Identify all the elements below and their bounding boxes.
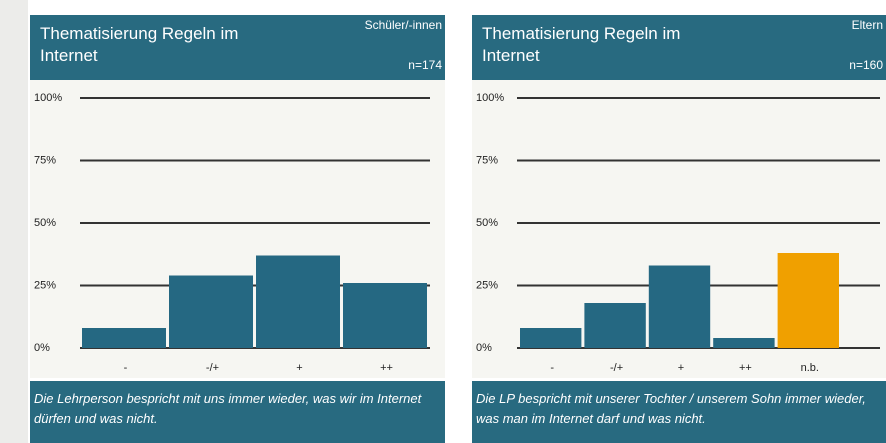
bar (82, 328, 166, 348)
y-tick-label: 25% (34, 279, 56, 291)
y-tick-label: 25% (476, 279, 498, 291)
x-tick-label: -/+ (610, 362, 623, 374)
x-tick-label: - (550, 362, 554, 374)
sample-size: n=160 (849, 58, 883, 72)
x-tick-label: + (678, 362, 684, 374)
group-label: Schüler/-innen (364, 18, 442, 32)
group-label: Eltern (851, 18, 883, 32)
caption: Die LP bespricht mit unserer Tochter / u… (472, 381, 886, 443)
y-tick-label: 50% (476, 217, 498, 229)
y-tick-label: 75% (476, 154, 498, 166)
edge (0, 0, 28, 443)
bar (584, 303, 646, 348)
x-tick-label: + (296, 362, 302, 374)
plot: 0%25%50%75%100%- -/+ + ++ (30, 80, 445, 378)
caption: Die Lehrperson bespricht mit uns immer w… (30, 381, 445, 443)
y-tick-label: 100% (476, 92, 504, 104)
x-tick-label: ++ (380, 362, 393, 374)
bar (713, 338, 775, 348)
y-tick-label: 50% (34, 217, 56, 229)
bar (777, 253, 839, 348)
y-tick-label: 100% (34, 92, 62, 104)
chart-header: Thematisierung Regeln im Internet Schüler… (30, 15, 445, 80)
y-tick-label: 75% (34, 154, 56, 166)
bar (648, 265, 711, 348)
x-tick-label: ++ (739, 362, 752, 374)
bar (520, 328, 582, 348)
chart-panel: Thematisierung Regeln im Internet Eltern n… (472, 15, 886, 443)
y-tick-label: 0% (476, 342, 492, 354)
plot: 0%25%50%75%100%- -/+ + ++ n.b. (472, 80, 886, 378)
x-tick-label: -/+ (206, 362, 219, 374)
bar (343, 283, 427, 348)
x-tick-label: n.b. (801, 362, 819, 374)
chart-header: Thematisierung Regeln im Internet Eltern n… (472, 15, 886, 80)
sample-size: n=174 (408, 58, 442, 72)
bar (169, 275, 253, 348)
chart-title: Thematisierung Regeln im Internet (482, 24, 681, 65)
bar (256, 255, 340, 348)
chart-panel: Thematisierung Regeln im Internet Schüler… (30, 15, 445, 443)
chart-title: Thematisierung Regeln im Internet (40, 24, 239, 65)
y-tick-label: 0% (34, 342, 50, 354)
x-tick-label: - (124, 362, 128, 374)
